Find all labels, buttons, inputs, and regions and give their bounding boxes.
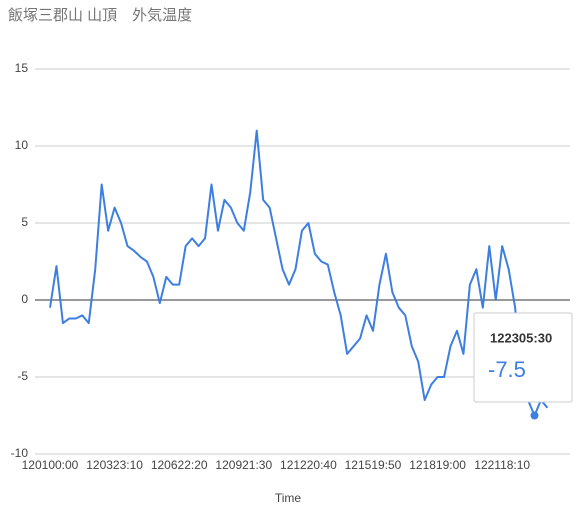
x-tick-label: 121819:00 xyxy=(409,458,466,472)
x-tick-label: 120622:20 xyxy=(151,458,208,472)
y-tick-label: 5 xyxy=(21,215,28,229)
x-tick-label: 120100:00 xyxy=(22,458,79,472)
x-tick-label: 122118:10 xyxy=(474,458,530,472)
chart-title: 飯塚三郡山 山頂 外気温度 xyxy=(8,7,192,24)
y-tick-label: 0 xyxy=(21,292,28,306)
tooltip-value: -7.5 xyxy=(488,357,526,382)
tooltip: 122305:30 -7.5 xyxy=(473,312,573,403)
x-tick-label: 120921:30 xyxy=(215,458,272,472)
selected-point xyxy=(530,411,539,420)
y-tick-label: 15 xyxy=(15,61,29,75)
tooltip-category: 122305:30 xyxy=(490,330,552,345)
x-tick-label: 120323:10 xyxy=(86,458,143,472)
tooltip-box xyxy=(473,312,573,403)
data-line xyxy=(49,129,549,417)
x-axis-title: Time xyxy=(275,491,302,505)
y-tick-label: 10 xyxy=(15,138,29,152)
x-tick-label: 121519:50 xyxy=(345,458,402,472)
x-tick-label: 121220:40 xyxy=(280,458,337,472)
y-tick-label: -5 xyxy=(17,369,28,383)
y-tick-label: -10 xyxy=(11,446,29,460)
